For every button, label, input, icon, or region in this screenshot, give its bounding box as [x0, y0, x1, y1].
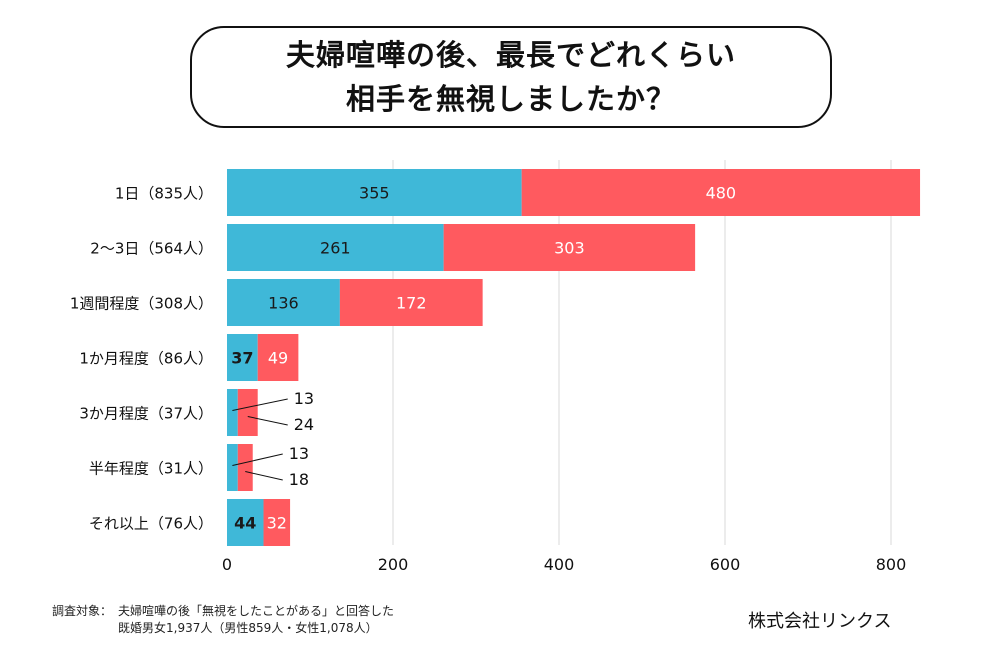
- footnote-line-1: 夫婦喧嘩の後「無視をしたことがある」と回答した: [118, 604, 395, 618]
- bar-segment-male: [227, 279, 340, 326]
- leader-line: [232, 453, 283, 466]
- bar-segment-female: [339, 279, 483, 326]
- bar-segment-male: [227, 444, 238, 491]
- value-label-female: 172: [396, 294, 427, 313]
- leader-line: [245, 471, 283, 481]
- bar-segment-female: [263, 499, 291, 546]
- category-label: 1日（835人）: [115, 185, 213, 203]
- x-tick-label: 600: [710, 555, 741, 574]
- bar-segment-male: [227, 499, 264, 546]
- category-label: それ以上（76人）: [89, 515, 213, 533]
- bar-segment-female: [443, 224, 696, 271]
- value-label-male: 355: [359, 184, 390, 203]
- value-label-male: 37: [231, 349, 253, 368]
- survey-footnote: 調査対象： 夫婦喧嘩の後「無視をしたことがある」と回答した 既婚男女1,937人（…: [52, 603, 394, 637]
- bar-segment-female: [257, 334, 299, 381]
- bar-segment-female: [521, 169, 921, 216]
- value-label-male: 261: [320, 239, 351, 258]
- bar-segment-male: [227, 169, 522, 216]
- x-tick-label: 200: [378, 555, 409, 574]
- title-box: 夫婦喧嘩の後、最長でどれくらい 相手を無視しましたか？: [190, 26, 832, 128]
- value-label-female: 49: [268, 349, 288, 368]
- bar-segment-male: [227, 224, 444, 271]
- leader-line: [247, 416, 288, 426]
- leader-line: [232, 398, 288, 411]
- value-label-female: 32: [267, 514, 287, 533]
- value-label-male: 13: [294, 389, 314, 408]
- title-line-1: 夫婦喧嘩の後、最長でどれくらい: [285, 38, 736, 72]
- bar-segment-female: [237, 389, 258, 436]
- category-label: 1か月程度（86人）: [79, 350, 213, 368]
- category-label: 2～3日（564人）: [90, 240, 213, 258]
- category-label: 半年程度（31人）: [89, 460, 213, 478]
- value-label-male: 136: [268, 294, 299, 313]
- stacked-bar-chart: 1日（835人） 355 480 2～3日（564人） 261 303 1週間程度（308人…: [70, 160, 921, 574]
- title-line-2: 相手を無視しましたか？: [345, 82, 676, 116]
- bar-segment-male: [227, 389, 238, 436]
- value-label-female: 18: [289, 470, 309, 489]
- value-label-female: 24: [294, 415, 314, 434]
- bar-segment-female: [237, 444, 253, 491]
- footnote-label: 調査対象：: [52, 604, 113, 618]
- x-tick-label: 800: [876, 555, 907, 574]
- x-tick-label: 0: [222, 555, 232, 574]
- bar-segment-male: [227, 334, 258, 381]
- company-name: 株式会社リンクス: [748, 611, 892, 632]
- value-label-male: 44: [234, 514, 256, 533]
- value-label-male: 13: [289, 444, 309, 463]
- footnote-line-2: 既婚男女1,937人（男性859人・女性1,078人）: [118, 621, 378, 635]
- value-label-female: 480: [706, 184, 737, 203]
- value-label-female: 303: [554, 239, 585, 258]
- category-label: 3か月程度（37人）: [79, 405, 213, 423]
- x-tick-label: 400: [544, 555, 575, 574]
- category-label: 1週間程度（308人）: [70, 295, 213, 313]
